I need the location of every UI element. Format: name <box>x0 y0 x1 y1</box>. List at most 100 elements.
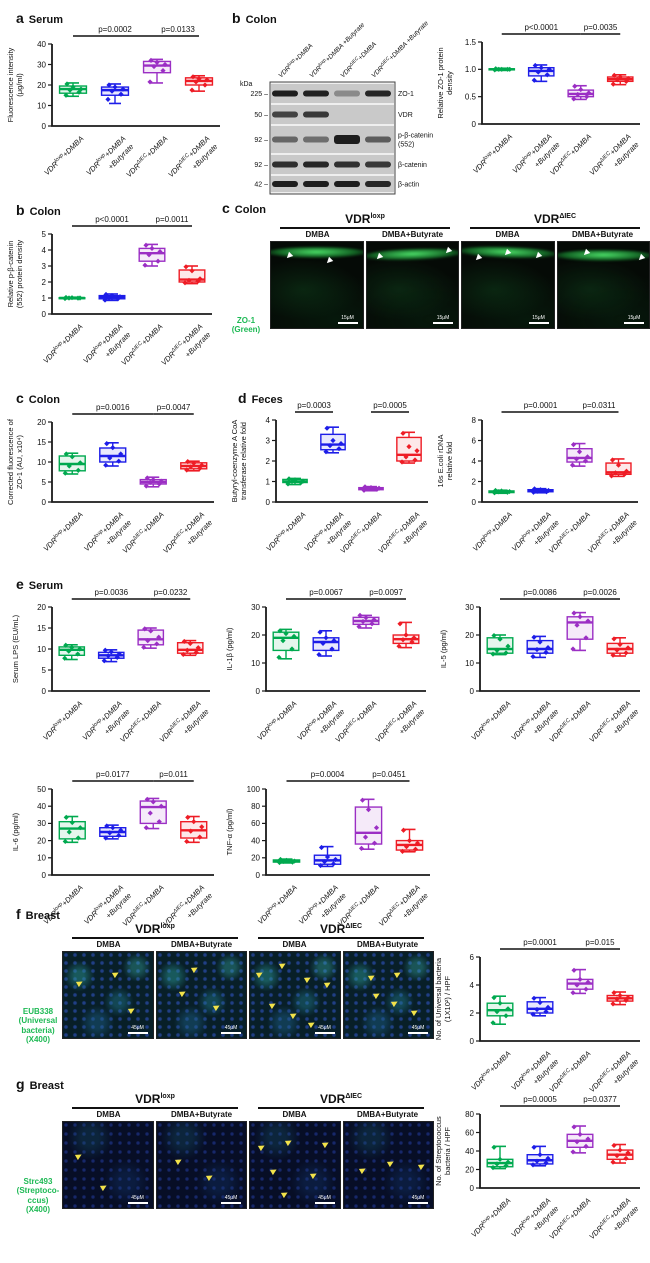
data-point <box>572 83 578 89</box>
data-point <box>491 1144 497 1150</box>
data-point <box>614 77 620 83</box>
y-tick-label: 0 <box>42 310 47 319</box>
micro-body: VDRloxp VDRΔIEC DMBA DMBA+Butyrate DMBA DMBA+… <box>62 922 434 1070</box>
arrow-marker <box>387 1158 396 1167</box>
box-group <box>99 441 127 468</box>
blot-strip <box>271 155 394 174</box>
blot-lane-label: VDRΔIEC+DMBA +Butyrate <box>369 20 430 79</box>
panel-a-header: a Serum <box>16 10 63 28</box>
y-tick-label: 20 <box>37 603 46 612</box>
y-axis-label: density <box>445 71 454 95</box>
data-point <box>534 646 540 653</box>
scale-bar-line <box>624 322 644 324</box>
micrograph: 15μM <box>365 241 459 329</box>
protein-band <box>334 181 360 187</box>
data-point <box>76 89 82 95</box>
y-axis-label: Relative ZO-1 protein <box>436 47 445 118</box>
data-point <box>183 264 189 270</box>
data-point <box>103 462 109 468</box>
data-point <box>64 81 70 87</box>
y-axis-label: No. of Universal bacteria <box>434 957 443 1040</box>
data-point <box>63 642 69 648</box>
x-group-label: VDRloxp+DMBA <box>471 132 514 175</box>
box-group <box>605 457 632 479</box>
data-point <box>505 1006 511 1012</box>
y-axis-label: TNF-α (pg/ml) <box>225 808 234 855</box>
arrow-marker <box>410 1007 419 1016</box>
box-group <box>352 612 380 630</box>
zo1-staining-band <box>270 247 363 258</box>
scale-bar-label: 45μM <box>224 1195 238 1201</box>
box-group <box>98 291 126 303</box>
data-point <box>585 979 591 985</box>
chart-svg: 0 10 20 30 40 50 IL-6 (pg/ml) p=0.0177 p=0.011 VD… <box>11 770 214 928</box>
data-point <box>617 992 623 999</box>
p-value-label: p=0.0026 <box>583 588 617 597</box>
scale-bar-label: 45μM <box>131 1025 144 1031</box>
protein-band <box>334 135 360 144</box>
data-point <box>575 91 581 98</box>
x-group-label: VDRΔIEC+DMBA <box>124 134 169 179</box>
data-point <box>298 479 304 486</box>
y-tick-label: 1.5 <box>465 38 477 47</box>
y-tick-label: 0 <box>256 871 261 880</box>
micrograph: 45μM <box>155 1121 247 1209</box>
y-tick-label: 1 <box>42 294 47 303</box>
microscopy-breast-strc493: Strc493 (Streptoco-ccus) (X400) VDRloxp VDRΔ… <box>14 1092 434 1240</box>
x-group-label: VDRloxp+DMBA <box>469 699 512 742</box>
condition-label: DMBA <box>96 1110 121 1119</box>
p-value-label: p=0.011 <box>159 770 188 779</box>
axes <box>481 42 640 125</box>
micrograph: 45μM <box>249 1121 341 1209</box>
data-point <box>62 655 68 661</box>
data-point <box>614 647 620 653</box>
data-point <box>289 478 295 485</box>
scale-bar-label: 45μM <box>318 1195 331 1201</box>
panel-title: Breast <box>29 1080 64 1092</box>
protein-band <box>303 161 329 168</box>
data-point <box>608 473 615 479</box>
y-tick-label: 0 <box>42 687 47 696</box>
chart-svg: 0 1 2 3 4 Butyryl-coenzyme A CoA transferase r… <box>230 401 429 555</box>
box-group <box>566 442 593 468</box>
kda-unit-label: kDa <box>240 81 253 88</box>
y-tick-label: 6 <box>472 436 477 445</box>
condition-label: DMBA+Butyrate <box>356 940 419 949</box>
data-point <box>318 844 325 851</box>
data-point <box>369 621 375 627</box>
y-axis-label: Butyryl-coenzyme A CoA <box>230 420 239 503</box>
data-point <box>69 644 75 650</box>
box-group <box>139 475 167 489</box>
panel-letter: f <box>16 906 21 922</box>
y-axis-label: Corrected fluorescence of <box>6 418 15 505</box>
y-axis-label: Relative p-β-catenin <box>6 241 15 308</box>
blot-protein-label: VDR <box>398 112 413 119</box>
blot-protein-label: ZO-1 <box>398 91 414 98</box>
protein-band <box>272 90 298 97</box>
box-group <box>138 242 166 268</box>
box-group <box>176 638 204 658</box>
micrograph: 15μM <box>270 241 364 329</box>
y-axis-label: Fluorescence intensity <box>6 47 15 122</box>
data-point <box>491 995 497 1001</box>
panel-title: Breast <box>25 910 60 922</box>
data-point <box>154 59 160 66</box>
y-tick-label: 100 <box>247 785 261 794</box>
y-tick-label: 15 <box>37 624 46 633</box>
data-point <box>411 635 417 641</box>
image-row: 15μM 15μM 15μM 15μM <box>270 241 650 329</box>
data-point <box>545 1155 551 1161</box>
condition-label: DMBA+Butyrate <box>170 940 233 949</box>
y-axis-label: (1X10²) / HPF <box>443 975 452 1022</box>
protein-band <box>272 161 298 168</box>
data-point <box>184 647 190 653</box>
x-group-label: VDRΔIEC+DMBA <box>121 510 166 555</box>
data-point <box>406 838 413 844</box>
blot-protein-label: β-actin <box>398 182 419 189</box>
data-point <box>490 1165 496 1171</box>
data-point <box>614 996 620 1002</box>
y-axis-label: IL-1β (pg/ml) <box>225 627 234 670</box>
box-group <box>272 856 301 866</box>
y-tick-label: 4 <box>470 981 475 990</box>
data-point <box>498 488 505 494</box>
